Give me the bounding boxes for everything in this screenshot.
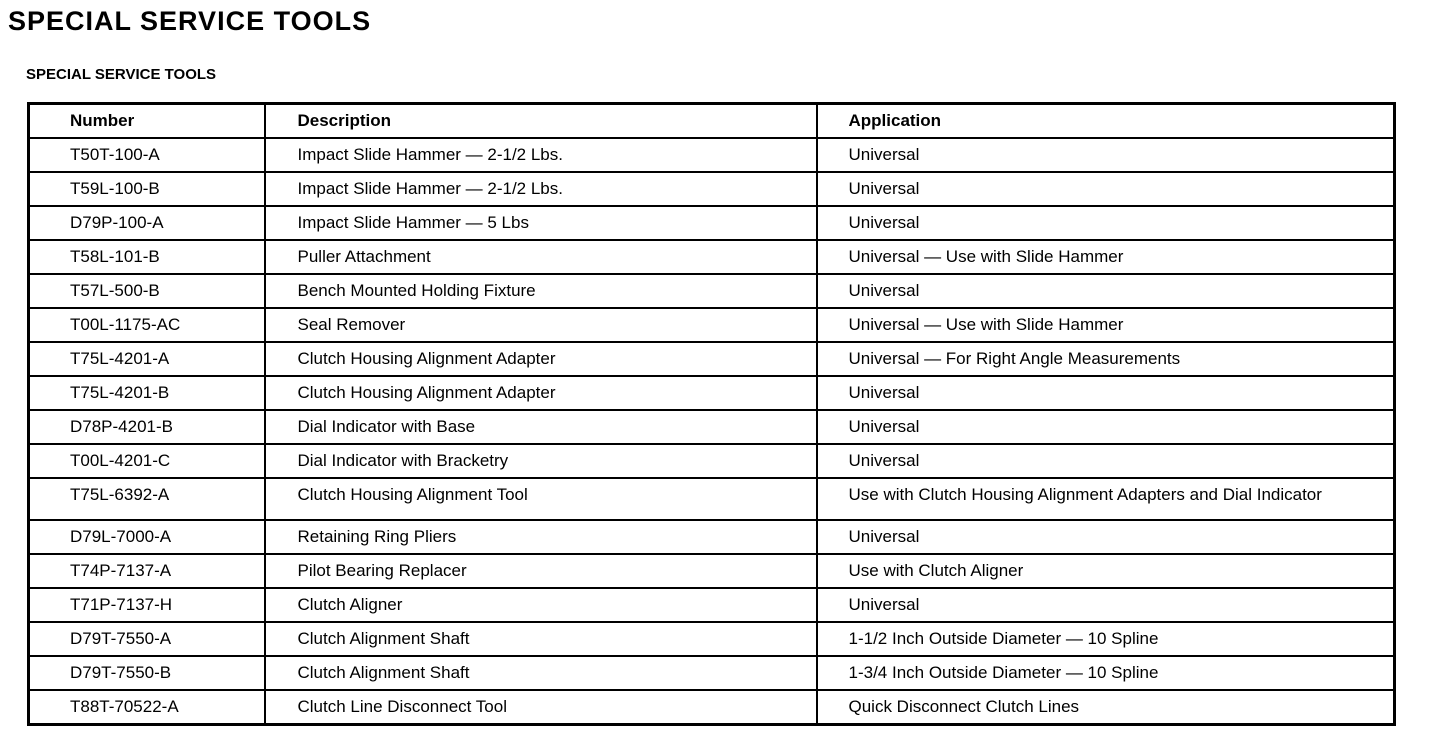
cell-application: Universal (815, 409, 1396, 445)
table-row: D79L-7000-A Retaining Ring Pliers Universa… (27, 519, 1396, 555)
table-row: T00L-4201-C Dial Indicator with Bracketry… (27, 443, 1396, 479)
cell-number: D79P-100-A (27, 205, 266, 241)
cell-application: Universal (815, 519, 1396, 555)
cell-application: Universal (815, 375, 1396, 411)
cell-number: T75L-4201-B (27, 375, 266, 411)
cell-description: Clutch Housing Alignment Adapter (263, 341, 818, 377)
table-row: T59L-100-B Impact Slide Hammer — 2-1/2 Lb… (27, 171, 1396, 207)
table-row: D79T-7550-B Clutch Alignment Shaft 1-3/4 I… (27, 655, 1396, 691)
cell-description: Pilot Bearing Replacer (263, 553, 818, 589)
cell-description: Dial Indicator with Bracketry (263, 443, 818, 479)
cell-description: Puller Attachment (263, 239, 818, 275)
cell-number: T58L-101-B (27, 239, 266, 275)
cell-application: Universal — For Right Angle Measurements (815, 341, 1396, 377)
cell-description: Impact Slide Hammer — 5 Lbs (263, 205, 818, 241)
cell-number: T75L-4201-A (27, 341, 266, 377)
cell-application: Universal (815, 205, 1396, 241)
cell-application: Universal (815, 587, 1396, 623)
cell-description: Impact Slide Hammer — 2-1/2 Lbs. (263, 171, 818, 207)
cell-description: Clutch Aligner (263, 587, 818, 623)
cell-application: 1-1/2 Inch Outside Diameter — 10 Spline (815, 621, 1396, 657)
table-row: T57L-500-B Bench Mounted Holding Fixture U… (27, 273, 1396, 309)
table-row: T58L-101-B Puller Attachment Universal — U… (27, 239, 1396, 275)
cell-application: Universal — Use with Slide Hammer (815, 307, 1396, 343)
column-header-application: Application (815, 102, 1396, 139)
table-row: D79P-100-A Impact Slide Hammer — 5 Lbs Uni… (27, 205, 1396, 241)
table-row: T74P-7137-A Pilot Bearing Replacer Use wit… (27, 553, 1396, 589)
cell-number: T88T-70522-A (27, 689, 266, 726)
cell-application: Universal (815, 273, 1396, 309)
column-header-number: Number (27, 102, 266, 139)
table-row: T71P-7137-H Clutch Aligner Universal (27, 587, 1396, 623)
cell-number: T57L-500-B (27, 273, 266, 309)
cell-description: Seal Remover (263, 307, 818, 343)
table-row: T75L-6392-A Clutch Housing Alignment Tool… (27, 477, 1396, 521)
table-title: SPECIAL SERVICE TOOLS (26, 66, 217, 83)
cell-description: Clutch Housing Alignment Tool (263, 477, 818, 521)
cell-application: Quick Disconnect Clutch Lines (815, 689, 1396, 726)
cell-description: Clutch Alignment Shaft (263, 655, 818, 691)
special-service-tools-table: Number Description Application T50T-100-… (27, 102, 1396, 726)
cell-number: T00L-4201-C (27, 443, 266, 479)
cell-number: T75L-6392-A (27, 477, 266, 521)
cell-number: T71P-7137-H (27, 587, 266, 623)
cell-description: Dial Indicator with Base (263, 409, 818, 445)
cell-number: T50T-100-A (27, 137, 266, 173)
cell-number: T74P-7137-A (27, 553, 266, 589)
cell-application: Use with Clutch Aligner (815, 553, 1396, 589)
cell-description: Clutch Housing Alignment Adapter (263, 375, 818, 411)
cell-application: Universal (815, 137, 1396, 173)
cell-number: D79T-7550-A (27, 621, 266, 657)
table-row: D79T-7550-A Clutch Alignment Shaft 1-1/2 I… (27, 621, 1396, 657)
table-row: T00L-1175-AC Seal Remover Universal — Use … (27, 307, 1396, 343)
cell-number: T59L-100-B (27, 171, 266, 207)
table-row: T88T-70522-A Clutch Line Disconnect Tool Q… (27, 689, 1396, 726)
cell-number: D79T-7550-B (27, 655, 266, 691)
page-title: SPECIAL SERVICE TOOLS (8, 6, 372, 36)
cell-number: T00L-1175-AC (27, 307, 266, 343)
cell-description: Clutch Alignment Shaft (263, 621, 818, 657)
cell-application: Universal (815, 171, 1396, 207)
cell-application: 1-3/4 Inch Outside Diameter — 10 Spline (815, 655, 1396, 691)
cell-description: Bench Mounted Holding Fixture (263, 273, 818, 309)
cell-description: Clutch Line Disconnect Tool (263, 689, 818, 726)
cell-application: Use with Clutch Housing Alignment Adapte… (815, 477, 1396, 521)
cell-description: Retaining Ring Pliers (263, 519, 818, 555)
column-header-description: Description (263, 102, 818, 139)
cell-description: Impact Slide Hammer — 2-1/2 Lbs. (263, 137, 818, 173)
table-row: T50T-100-A Impact Slide Hammer — 2-1/2 Lb… (27, 137, 1396, 173)
table-header-row: Number Description Application (27, 102, 1396, 139)
table-row: D78P-4201-B Dial Indicator with Base Unive… (27, 409, 1396, 445)
cell-number: D78P-4201-B (27, 409, 266, 445)
cell-number: D79L-7000-A (27, 519, 266, 555)
cell-application: Universal — Use with Slide Hammer (815, 239, 1396, 275)
table-row: T75L-4201-B Clutch Housing Alignment Adap… (27, 375, 1396, 411)
cell-application: Universal (815, 443, 1396, 479)
table-row: T75L-4201-A Clutch Housing Alignment Adap… (27, 341, 1396, 377)
